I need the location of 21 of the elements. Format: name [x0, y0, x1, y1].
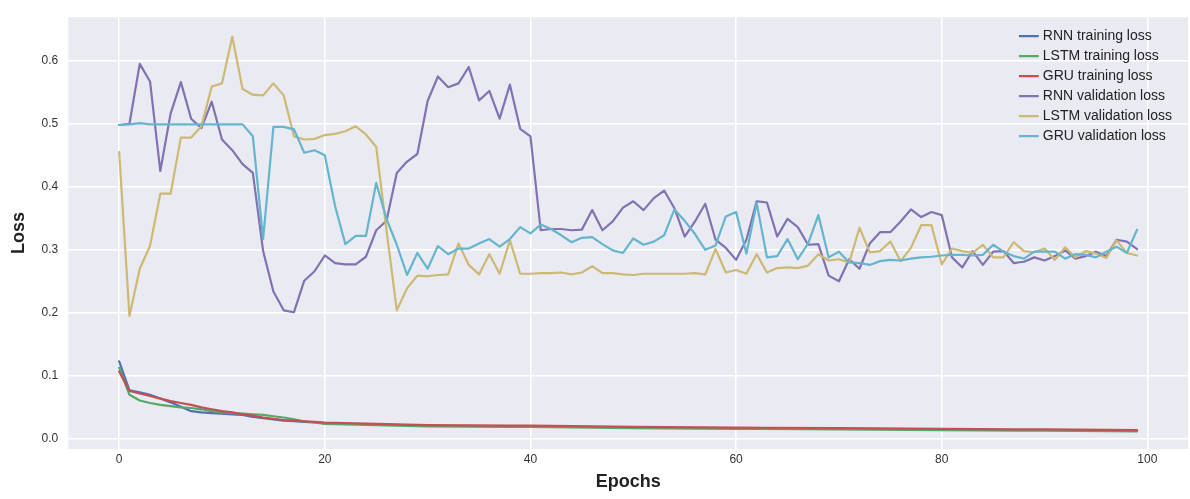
- legend-label: RNN training loss: [1042, 27, 1152, 44]
- legend-label: LSTM training loss: [1042, 47, 1159, 64]
- y-tick-label: 0.0: [41, 431, 59, 446]
- x-tick-label: 20: [318, 451, 332, 466]
- legend-label: RNN validation loss: [1042, 87, 1166, 104]
- legend-label: LSTM validation loss: [1042, 107, 1173, 124]
- y-axis-title: Loss: [7, 212, 28, 255]
- legend-label: GRU validation loss: [1042, 127, 1166, 144]
- x-tick-label: 40: [523, 451, 538, 466]
- y-tick-label: 0.4: [41, 179, 59, 194]
- y-tick-label: 0.1: [41, 368, 59, 383]
- legend-label: GRU training loss: [1042, 67, 1153, 84]
- x-tick-label: 60: [729, 451, 744, 466]
- y-tick-label: 0.6: [41, 53, 59, 68]
- x-tick-label: 0: [115, 451, 123, 466]
- y-tick-label: 0.3: [41, 242, 59, 257]
- x-tick-label: 100: [1137, 451, 1158, 466]
- y-tick-label: 0.2: [41, 305, 59, 320]
- y-tick-label: 0.5: [41, 116, 59, 131]
- x-axis-title: Epochs: [595, 471, 661, 492]
- x-tick-label: 80: [935, 451, 949, 466]
